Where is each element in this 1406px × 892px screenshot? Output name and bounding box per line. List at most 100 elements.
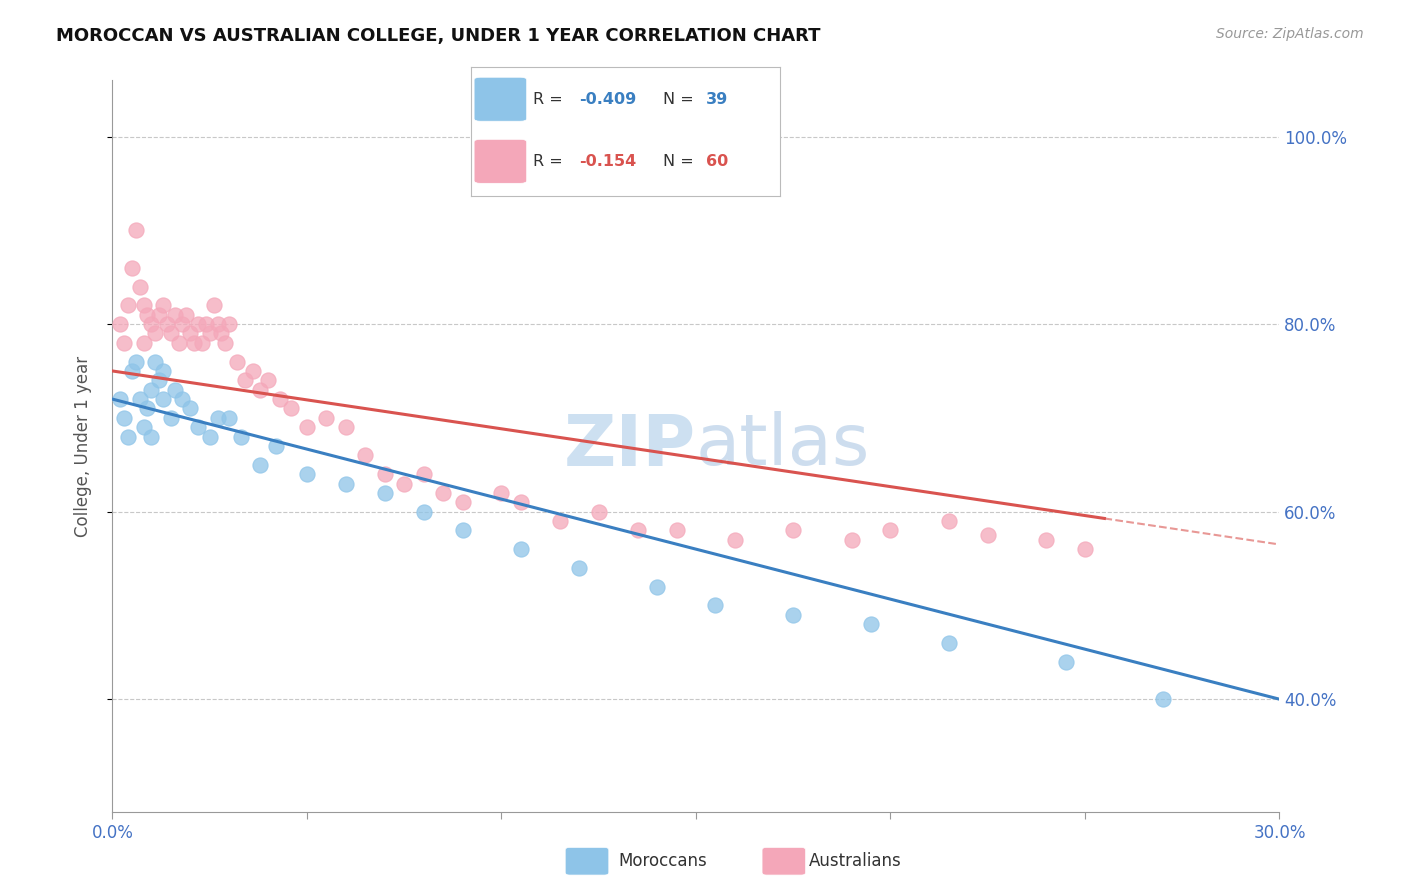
Point xyxy=(214,335,236,350)
Point xyxy=(191,335,214,350)
Point xyxy=(879,524,901,538)
Point xyxy=(160,326,183,341)
Point xyxy=(172,392,194,406)
Point xyxy=(394,476,416,491)
Point xyxy=(226,354,249,368)
Text: N =: N = xyxy=(662,92,699,107)
Point xyxy=(198,429,221,443)
Point xyxy=(374,486,396,500)
Point xyxy=(163,383,186,397)
Point xyxy=(704,599,727,613)
Point xyxy=(141,383,163,397)
Point xyxy=(257,373,280,387)
Point xyxy=(187,317,209,331)
Point xyxy=(548,514,571,528)
Point xyxy=(152,364,174,378)
Point xyxy=(218,317,240,331)
Point xyxy=(209,326,232,341)
Text: Source: ZipAtlas.com: Source: ZipAtlas.com xyxy=(1216,27,1364,41)
Point xyxy=(269,392,291,406)
Point xyxy=(125,354,148,368)
Text: -0.154: -0.154 xyxy=(579,153,637,169)
Point xyxy=(132,298,155,312)
Point xyxy=(167,335,190,350)
Point xyxy=(451,524,474,538)
Point xyxy=(229,429,252,443)
Text: N =: N = xyxy=(662,153,699,169)
Point xyxy=(143,354,166,368)
Point xyxy=(242,364,264,378)
Point xyxy=(112,335,135,350)
Point xyxy=(179,401,201,416)
Point xyxy=(938,636,960,650)
Text: -0.409: -0.409 xyxy=(579,92,637,107)
Point xyxy=(121,364,143,378)
Point xyxy=(976,528,998,542)
Point xyxy=(117,298,139,312)
Point xyxy=(163,308,186,322)
Point xyxy=(509,542,531,557)
Point xyxy=(183,335,205,350)
Point xyxy=(121,260,143,275)
Point xyxy=(187,420,209,434)
Text: ZIP: ZIP xyxy=(564,411,696,481)
Point xyxy=(249,458,271,472)
Point xyxy=(152,392,174,406)
Point xyxy=(141,317,163,331)
Point xyxy=(132,420,155,434)
Text: R =: R = xyxy=(533,92,568,107)
Point xyxy=(172,317,194,331)
Point xyxy=(841,533,863,547)
Point xyxy=(141,429,163,443)
Point xyxy=(354,449,377,463)
Text: R =: R = xyxy=(533,153,568,169)
Point xyxy=(152,298,174,312)
Point xyxy=(315,410,337,425)
Point xyxy=(148,373,170,387)
Point xyxy=(412,505,434,519)
Point xyxy=(295,467,318,482)
Point xyxy=(125,223,148,237)
Point xyxy=(117,429,139,443)
Text: atlas: atlas xyxy=(696,411,870,481)
Point xyxy=(374,467,396,482)
Point xyxy=(295,420,318,434)
Point xyxy=(568,561,591,575)
Point xyxy=(218,410,240,425)
Point xyxy=(1074,542,1097,557)
Point xyxy=(1054,655,1077,669)
Point xyxy=(249,383,271,397)
Text: 60: 60 xyxy=(706,153,728,169)
Point xyxy=(136,308,159,322)
Point xyxy=(112,410,135,425)
Point xyxy=(128,392,150,406)
Point xyxy=(860,617,883,632)
Point xyxy=(724,533,747,547)
Point xyxy=(132,335,155,350)
Point xyxy=(335,420,357,434)
Point xyxy=(233,373,256,387)
Point xyxy=(136,401,159,416)
Point xyxy=(412,467,434,482)
Point xyxy=(207,410,229,425)
Point xyxy=(202,298,225,312)
Point xyxy=(179,326,201,341)
FancyBboxPatch shape xyxy=(474,78,527,121)
FancyBboxPatch shape xyxy=(474,139,527,184)
Point xyxy=(128,279,150,293)
Text: MOROCCAN VS AUSTRALIAN COLLEGE, UNDER 1 YEAR CORRELATION CHART: MOROCCAN VS AUSTRALIAN COLLEGE, UNDER 1 … xyxy=(56,27,821,45)
Point xyxy=(264,439,287,453)
Point xyxy=(491,486,513,500)
Point xyxy=(1152,692,1174,706)
Point xyxy=(156,317,179,331)
Point xyxy=(1035,533,1057,547)
Point xyxy=(588,505,610,519)
Point xyxy=(665,524,688,538)
Point xyxy=(938,514,960,528)
Point xyxy=(335,476,357,491)
Text: Australians: Australians xyxy=(808,852,901,870)
Point xyxy=(432,486,454,500)
Point xyxy=(110,317,132,331)
Text: 39: 39 xyxy=(706,92,728,107)
Point xyxy=(148,308,170,322)
